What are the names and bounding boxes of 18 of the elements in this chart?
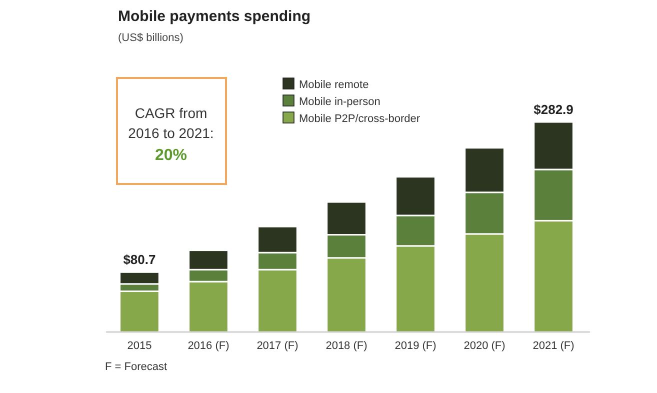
text: F = Forecast xyxy=(105,361,168,373)
x-tick-label: 2016 (F) xyxy=(188,340,230,352)
x-tick-label: 2019 (F) xyxy=(394,340,436,352)
text: CAGR from xyxy=(134,105,208,121)
annotation: 20% xyxy=(154,147,188,164)
chart-title: Mobile payments spending xyxy=(118,8,311,25)
chart-subtitle: (US$ billions) xyxy=(118,32,184,44)
annotation: $80.7 xyxy=(123,252,156,268)
annotation: $282.9 xyxy=(534,102,574,117)
annotation: 2016 to 2021: xyxy=(128,125,214,141)
x-tick-label: 2018 (F) xyxy=(326,340,368,352)
legend-label: Mobile P2P/cross-border xyxy=(299,113,420,125)
x-tick-label: 2020 (F) xyxy=(464,340,506,352)
x-tick-label: 2015 xyxy=(127,340,152,352)
x-tick-label: 2017 (F) xyxy=(256,340,298,352)
legend-label: Mobile in-person xyxy=(299,96,380,108)
x-tick-label: 2021 (F) xyxy=(532,340,574,352)
legend-label: Mobile remote xyxy=(299,79,369,91)
